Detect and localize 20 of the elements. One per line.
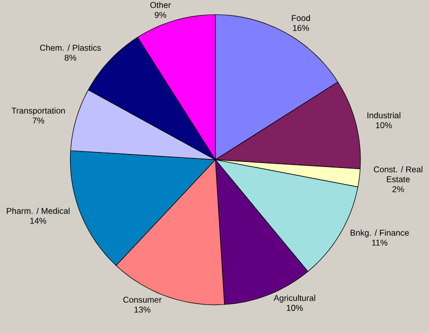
slice-label: Chem. / Plastics: [40, 44, 101, 51]
data-label: 8%: [64, 54, 76, 61]
data-label: 2%: [392, 186, 404, 192]
data-label: 7%: [32, 118, 44, 124]
data-label: 10%: [286, 304, 303, 311]
slice-label: Industrial: [367, 112, 400, 118]
data-label: 16%: [293, 24, 309, 31]
slice-label: Const. / Real Estate: [374, 166, 422, 182]
data-label: 9%: [154, 12, 166, 18]
slice-label: Bnkg. / Finance: [350, 230, 409, 238]
data-label: 14%: [30, 218, 46, 224]
slice-label: Transportation: [12, 107, 65, 116]
data-label: 13%: [134, 306, 150, 313]
slice-label: Consumer: [123, 296, 162, 303]
data-label: 11%: [372, 240, 388, 246]
slice-label: Food: [292, 14, 310, 21]
data-label: 10%: [376, 122, 392, 128]
slice-label: Other: [150, 2, 171, 8]
slice-label: Agricultural: [274, 294, 316, 303]
slice-label: Pharm. / Medical: [6, 208, 70, 214]
